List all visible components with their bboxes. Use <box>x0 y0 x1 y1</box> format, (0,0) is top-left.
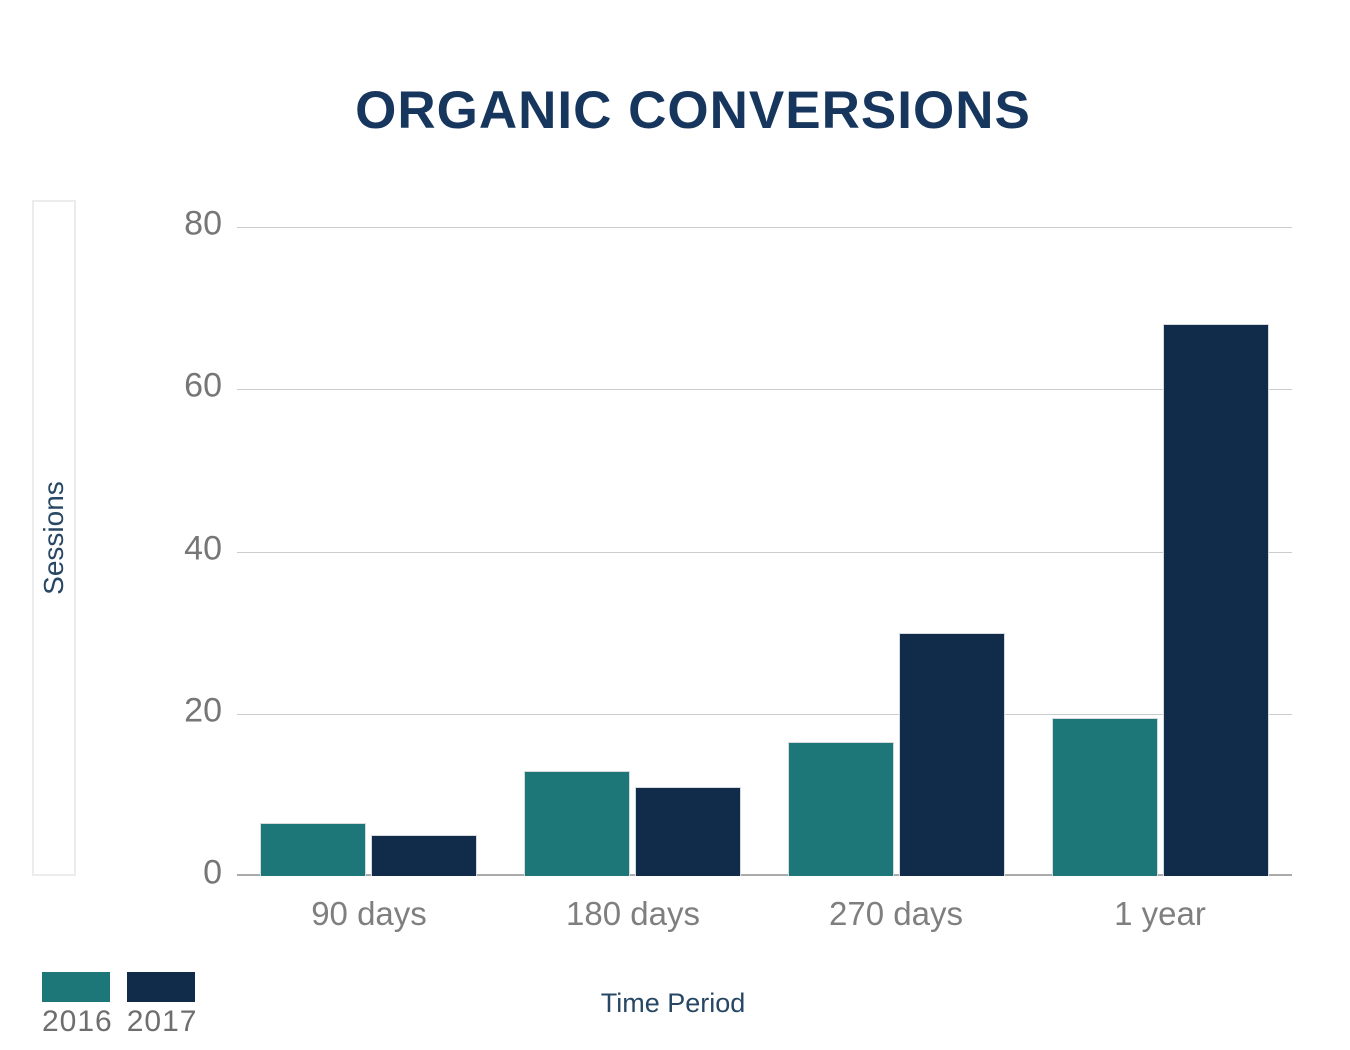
legend-swatch-2016 <box>42 972 110 1002</box>
x-tick-label-1-year: 1 year <box>1114 895 1206 932</box>
x-tick-label-270-days: 270 days <box>829 895 963 932</box>
y-tick-label-40: 40 <box>184 529 222 568</box>
x-axis-title: Time Period <box>600 988 746 1018</box>
legend-label-2017: 2017 <box>126 1005 198 1038</box>
legend: 2016 2017 <box>42 972 198 1038</box>
plot-area: 80 60 40 20 0 90 days 180 days 270 days 1 year <box>184 204 1292 932</box>
bar-2016-180-days <box>524 771 630 876</box>
bar-2016-1-year <box>1052 718 1158 876</box>
x-axis-baseline <box>237 874 1292 876</box>
y-tick-label-20: 20 <box>184 691 222 730</box>
bar-2016-90-days <box>260 823 366 876</box>
bar-2017-180-days <box>635 787 741 876</box>
gridline-20 <box>237 714 1292 715</box>
gridline-40 <box>237 552 1292 553</box>
x-tick-label-180-days: 180 days <box>566 895 700 932</box>
y-tick-label-60: 60 <box>184 366 222 405</box>
legend-swatch-2017 <box>126 972 195 1002</box>
gridline-60 <box>237 389 1292 390</box>
x-tick-label-90-days: 90 days <box>311 895 427 932</box>
legend-item-2016: 2016 <box>42 972 113 1038</box>
bar-2017-1-year <box>1163 324 1269 876</box>
legend-label-2016: 2016 <box>42 1005 113 1038</box>
y-tick-label-80: 80 <box>184 204 222 243</box>
chart-title: ORGANIC CONVERSIONS <box>355 81 1031 140</box>
y-axis-title-box: Sessions <box>32 200 76 876</box>
bar-2016-270-days <box>788 742 894 876</box>
bar-2017-90-days <box>371 835 477 876</box>
y-tick-label-0: 0 <box>203 853 222 892</box>
legend-item-2017: 2017 <box>126 972 198 1038</box>
gridline-80 <box>237 227 1292 228</box>
bar-2017-270-days <box>899 633 1005 876</box>
y-axis-title: Sessions <box>38 481 69 595</box>
